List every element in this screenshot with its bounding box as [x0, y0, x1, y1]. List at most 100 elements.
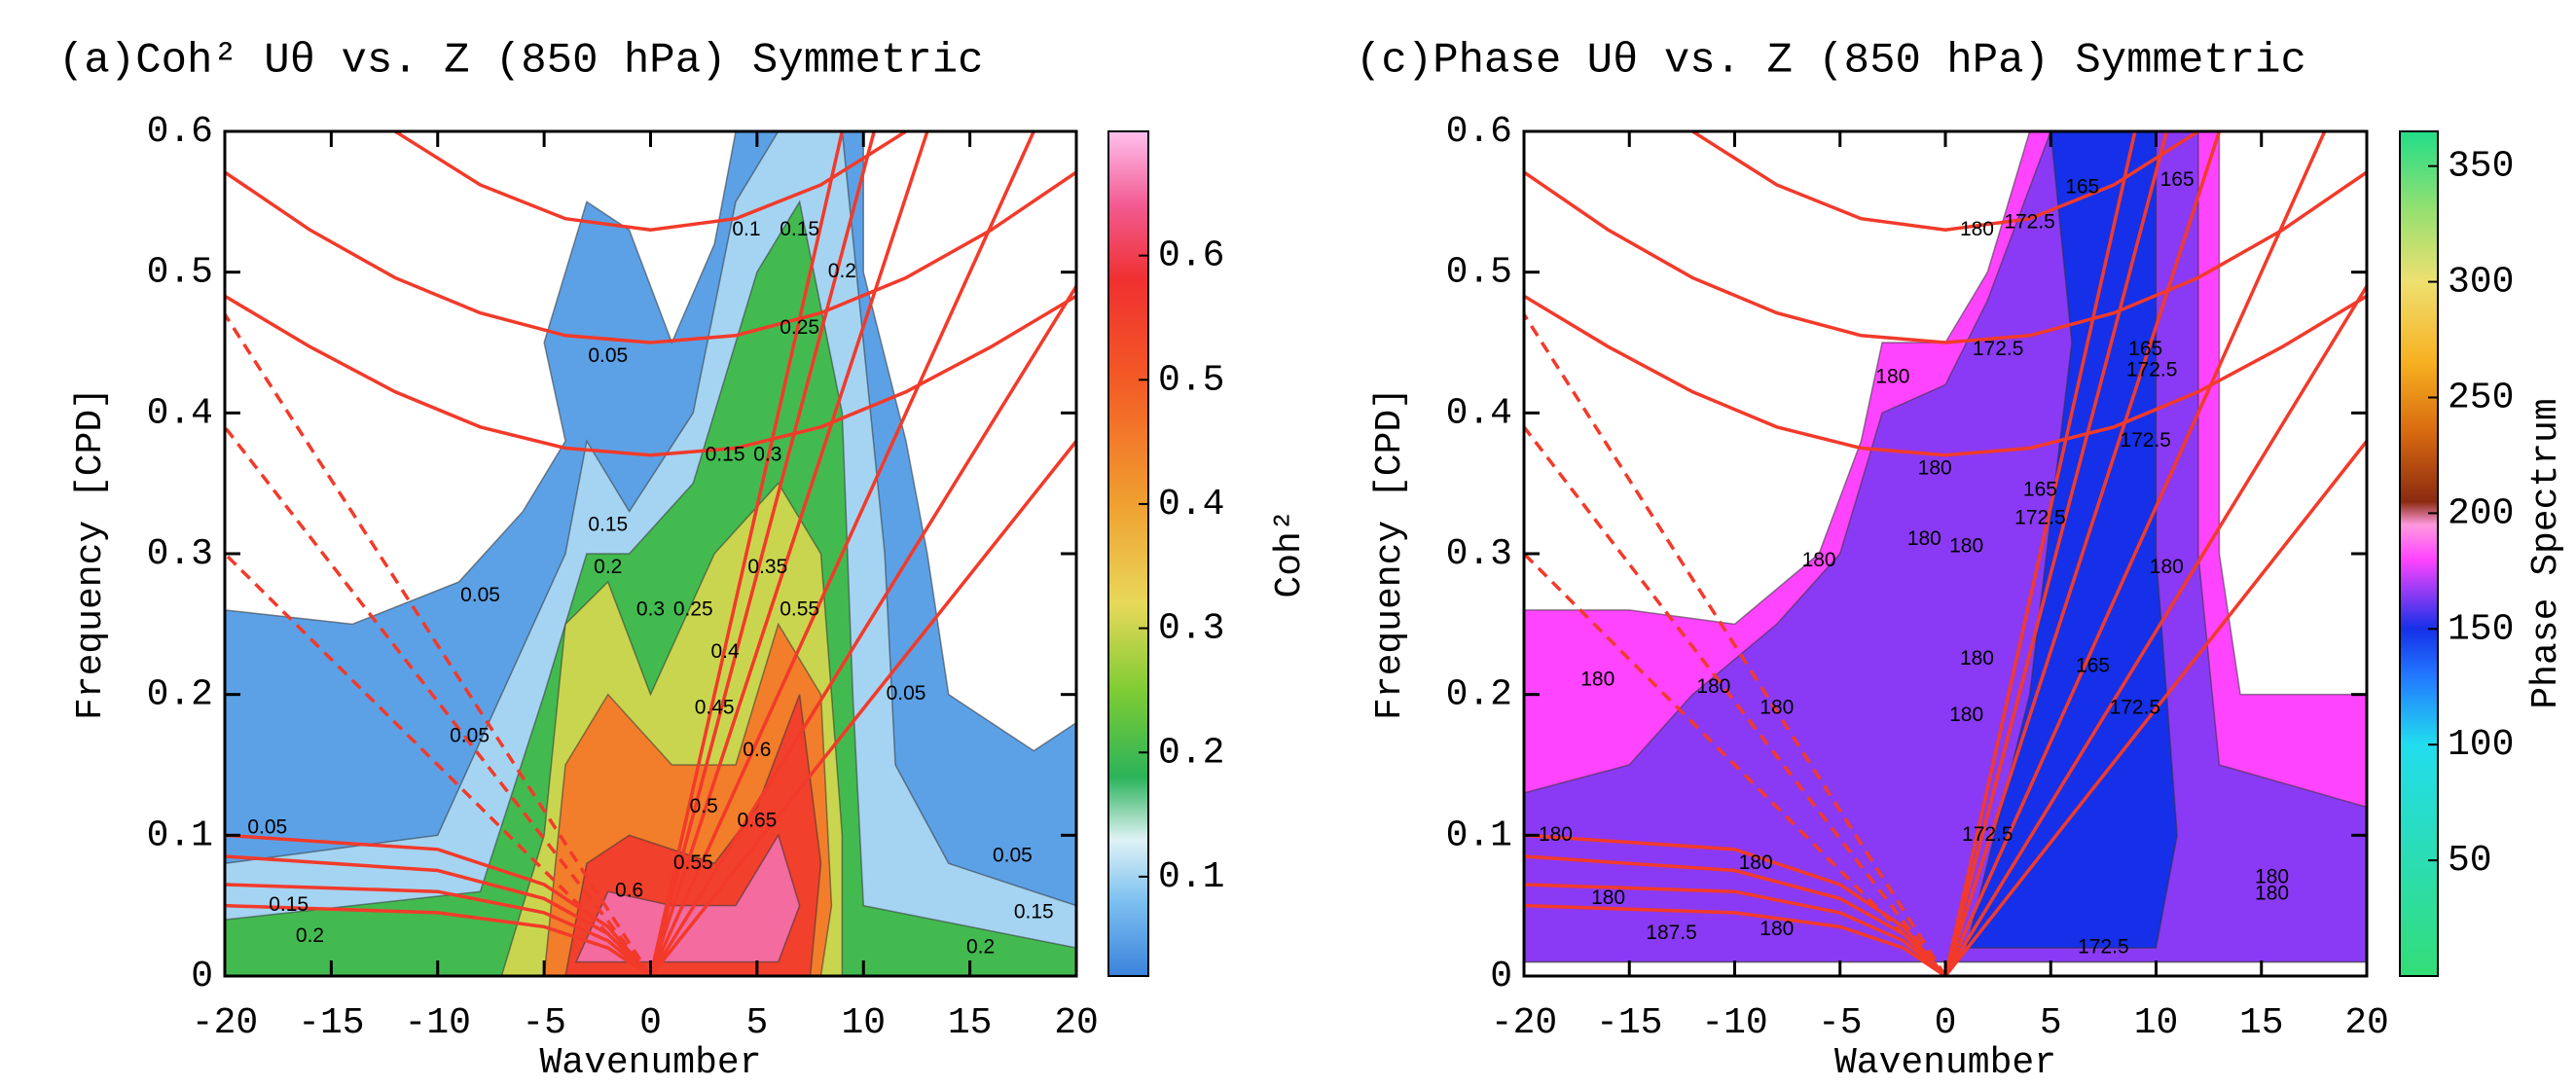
contour-label: 172.5 — [2014, 506, 2066, 528]
contour-label: 0.45 — [695, 697, 735, 719]
y-axis-label: Frequency [CPD] — [70, 387, 112, 720]
contour-label: 180 — [1949, 534, 1983, 557]
colorbar-tick-label: 350 — [2448, 146, 2514, 188]
x-tick-label: -10 — [1701, 1002, 1767, 1044]
y-tick-label: 0.2 — [1446, 674, 1512, 716]
colorbar-tick-label: 100 — [2448, 724, 2514, 766]
contour-label: 165 — [2065, 175, 2099, 198]
contour-label: 180 — [1802, 549, 1836, 571]
contour-label: 0.15 — [1014, 900, 1054, 923]
colorbar-tick-label: 300 — [2448, 262, 2514, 304]
colorbar-tick-label: 0.2 — [1158, 732, 1224, 774]
contour-label: 0.65 — [737, 809, 777, 831]
y-tick-label: 0.4 — [147, 392, 213, 434]
x-tick-label: -20 — [192, 1002, 258, 1044]
x-tick-label: 10 — [2134, 1002, 2179, 1044]
x-tick-label: -15 — [298, 1002, 364, 1044]
contour-label: 180 — [1960, 218, 1994, 240]
colorbar-tick-label: 0.6 — [1158, 235, 1224, 277]
contour-label: 180 — [2255, 883, 2289, 905]
y-tick-label: 0.1 — [147, 814, 213, 856]
dispersion-curve — [1524, 0, 2367, 230]
contour-label: 0.2 — [966, 936, 995, 959]
x-axis-label: Wavenumber — [539, 1042, 761, 1084]
contour-label: 0.05 — [993, 845, 1033, 867]
contour-label: 180 — [1591, 887, 1625, 909]
colorbar-tick-label: 200 — [2448, 492, 2514, 534]
colorbar-tick-label: 50 — [2448, 840, 2492, 882]
contour-label: 0.05 — [450, 725, 490, 747]
contour-label: 0.15 — [588, 514, 628, 536]
colorbar-tick-label: 0.3 — [1158, 608, 1224, 650]
contour-label: 172.5 — [2004, 211, 2055, 234]
contour-label: 0.05 — [588, 344, 628, 367]
contour-label: 172.5 — [2110, 697, 2161, 719]
y-tick-label: 0.6 — [147, 111, 213, 153]
x-tick-label: 5 — [745, 1002, 768, 1044]
colorbar-tick-label: 150 — [2448, 608, 2514, 650]
y-tick-label: 0.5 — [1446, 252, 1512, 294]
y-tick-label: 0.1 — [1446, 814, 1512, 856]
y-tick-label: 0 — [1490, 956, 1512, 997]
x-tick-label: 15 — [948, 1002, 993, 1044]
y-tick-label: 0.3 — [1446, 533, 1512, 575]
contour-label: 180 — [1760, 697, 1794, 719]
contour-label: 0.15 — [780, 218, 819, 240]
x-tick-label: -15 — [1596, 1002, 1662, 1044]
contour-label: 0.2 — [594, 556, 622, 578]
y-tick-label: 0.5 — [147, 252, 213, 294]
contour-label: 180 — [1739, 851, 1773, 874]
contour-label: 0.6 — [615, 880, 643, 902]
y-tick-label: 0 — [191, 956, 213, 997]
contour-label: 180 — [1960, 647, 1994, 670]
contour-label: 0.3 — [753, 443, 781, 465]
contour-label: 0.15 — [706, 443, 745, 465]
x-tick-label: 20 — [1054, 1002, 1099, 1044]
contour-label: 0.5 — [690, 795, 718, 817]
contour-label: 0.05 — [887, 682, 926, 705]
contour-label: 187.5 — [1646, 922, 1697, 944]
contour-label: 0.55 — [673, 851, 713, 874]
contour-label: 0.25 — [780, 316, 819, 339]
x-tick-label: 0 — [1935, 1002, 1957, 1044]
contour-label: 180 — [1949, 704, 1983, 726]
contour-label: 180 — [1760, 918, 1794, 940]
contour-label: 172.5 — [2078, 936, 2129, 959]
contour-label: 0.3 — [636, 597, 665, 620]
contour-label: 165 — [2160, 168, 2195, 191]
contour-label: 180 — [1580, 669, 1615, 691]
y-tick-label: 0.4 — [1446, 392, 1512, 434]
x-tick-label: -5 — [1818, 1002, 1863, 1044]
x-tick-label: 0 — [639, 1002, 662, 1044]
x-tick-label: 10 — [841, 1002, 886, 1044]
contour-label: 0.35 — [747, 556, 787, 578]
contour-label: 0.05 — [460, 584, 500, 606]
x-tick-label: 15 — [2239, 1002, 2284, 1044]
colorbar-tick-label: 0.5 — [1158, 359, 1224, 401]
contour-label: 0.15 — [269, 893, 308, 916]
y-tick-label: 0.6 — [1446, 111, 1512, 153]
x-tick-label: 20 — [2344, 1002, 2389, 1044]
x-tick-label: -10 — [405, 1002, 471, 1044]
x-tick-label: -5 — [522, 1002, 566, 1044]
chart-title: (a)Coh² Uθ vs. Z (850 hPa) Symmetric — [58, 37, 984, 86]
contour-label: 0.2 — [296, 924, 324, 947]
contour-label: 172.5 — [1962, 823, 2014, 846]
contour-label: 172.5 — [2126, 358, 2178, 380]
contour-label: 180 — [1907, 527, 1941, 550]
contour-label: 0.2 — [828, 260, 856, 282]
contour-label: 0.6 — [743, 739, 771, 761]
y-axis-label: Frequency [CPD] — [1369, 387, 1411, 720]
contour-label: 165 — [2023, 478, 2057, 500]
y-tick-label: 0.3 — [147, 533, 213, 575]
contour-label: 180 — [1875, 366, 1909, 388]
contour-label: 172.5 — [1973, 338, 2024, 360]
y-tick-label: 0.2 — [147, 674, 213, 716]
x-tick-label: 5 — [2040, 1002, 2062, 1044]
contour-label: 0.55 — [780, 597, 819, 620]
contour-label: 180 — [1918, 457, 1952, 480]
chart-title: (c)Phase Uθ vs. Z (850 hPa) Symmetric — [1356, 37, 2306, 86]
colorbar-tick-label: 0.4 — [1158, 484, 1224, 525]
contour-label: 172.5 — [2120, 429, 2171, 452]
contour-label: 0.1 — [732, 218, 760, 240]
